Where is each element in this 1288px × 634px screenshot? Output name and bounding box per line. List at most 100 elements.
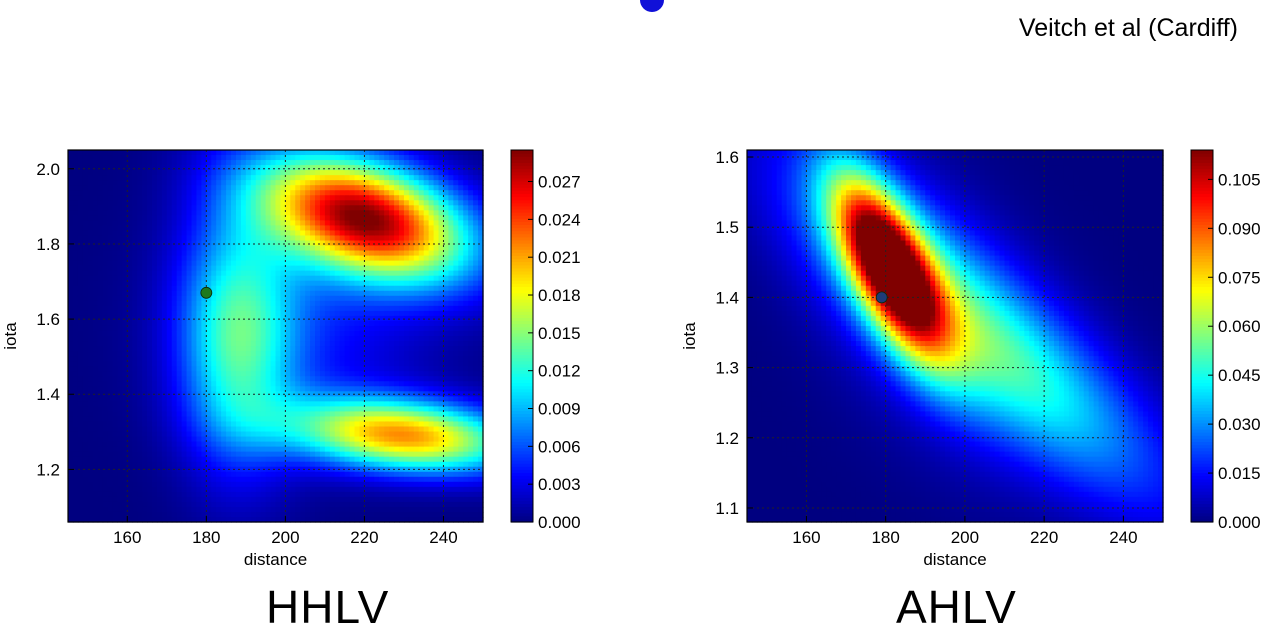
heatmap-cell xyxy=(255,285,262,292)
heatmap-cell xyxy=(181,396,188,402)
heatmap-cell xyxy=(285,235,291,242)
heatmap-cell xyxy=(369,456,375,463)
heatmap-cell xyxy=(235,511,242,518)
heatmap-cell xyxy=(107,210,114,216)
heatmap-cell xyxy=(394,466,400,473)
heatmap-cell xyxy=(151,456,158,463)
heatmap-cell xyxy=(384,466,390,473)
heatmap-cell xyxy=(250,351,257,357)
heatmap-cell xyxy=(231,406,237,413)
heatmap-cell xyxy=(196,255,202,262)
heatmap-cell xyxy=(315,431,321,438)
heatmap-cell xyxy=(295,401,301,407)
heatmap-cell xyxy=(319,190,326,196)
heatmap-cell xyxy=(334,155,341,161)
heatmap-cell xyxy=(216,325,222,332)
heatmap-cell xyxy=(107,421,114,428)
heatmap-cell xyxy=(137,336,143,342)
heatmap-cell xyxy=(122,451,128,458)
heatmap-cell xyxy=(329,426,336,433)
heatmap-cell xyxy=(166,401,173,407)
heatmap-cell xyxy=(72,320,79,327)
heatmap-cell xyxy=(260,516,267,523)
heatmap-cell xyxy=(186,150,193,156)
heatmap-cell xyxy=(354,290,361,297)
heatmap-cell xyxy=(270,260,277,267)
heatmap-cell xyxy=(97,330,104,337)
heatmap-cell xyxy=(68,210,74,216)
heatmap-cell xyxy=(235,376,242,382)
heatmap-cell xyxy=(389,491,395,498)
heatmap-cell xyxy=(349,300,356,307)
heatmap-cell xyxy=(394,270,400,277)
heatmap-cell xyxy=(300,476,306,483)
heatmap-cell xyxy=(72,150,79,156)
heatmap-cell xyxy=(265,431,272,438)
heatmap-cell xyxy=(270,461,277,468)
heatmap-cell xyxy=(265,461,272,468)
heatmap-cell xyxy=(270,275,277,282)
heatmap-cell xyxy=(265,175,272,181)
heatmap-cell xyxy=(171,305,178,312)
heatmap-cell xyxy=(117,476,123,483)
heatmap-cell xyxy=(87,275,94,282)
heatmap-cell xyxy=(142,351,148,357)
heatmap-cell xyxy=(226,411,232,418)
heatmap-cell xyxy=(82,361,89,367)
heatmap-cell xyxy=(201,295,207,302)
heatmap-cell xyxy=(285,516,291,523)
heatmap-cell xyxy=(344,396,351,402)
heatmap-cell xyxy=(310,476,316,483)
heatmap-cell xyxy=(270,290,277,297)
heatmap-cell xyxy=(255,325,262,332)
heatmap-cell xyxy=(226,180,232,186)
heatmap-cell xyxy=(315,195,321,201)
heatmap-cell xyxy=(171,396,178,402)
heatmap-cell xyxy=(211,305,217,312)
heatmap-cell xyxy=(191,215,198,221)
heatmap-cell xyxy=(92,446,99,453)
heatmap-cell xyxy=(344,175,351,181)
heatmap-cell xyxy=(354,431,361,438)
heatmap-cell xyxy=(151,325,158,332)
heatmap-cell xyxy=(270,361,277,367)
heatmap-cell xyxy=(300,210,306,216)
heatmap-cell xyxy=(231,150,237,156)
heatmap-cell xyxy=(319,356,326,362)
heatmap-cell xyxy=(186,260,193,267)
heatmap-cell xyxy=(68,446,74,453)
heatmap-cell xyxy=(196,320,202,327)
heatmap-cell xyxy=(127,491,133,498)
heatmap-cell xyxy=(147,506,153,513)
heatmap-cell xyxy=(221,361,227,367)
heatmap-cell xyxy=(275,421,282,428)
heatmap-cell xyxy=(156,486,163,493)
heatmap-cell xyxy=(389,235,395,242)
heatmap-cell xyxy=(112,471,118,478)
heatmap-cell xyxy=(250,170,257,176)
heatmap-cell xyxy=(137,210,143,216)
heatmap-cell xyxy=(221,396,227,402)
heatmap-cell xyxy=(280,175,286,181)
heatmap-cell xyxy=(369,250,375,257)
heatmap-cell xyxy=(221,195,227,201)
heatmap-cell xyxy=(245,356,252,362)
heatmap-cell xyxy=(339,406,346,413)
heatmap-cell xyxy=(92,225,99,232)
heatmap-cell xyxy=(82,351,89,357)
heatmap-cell xyxy=(235,471,242,478)
heatmap-cell xyxy=(211,346,217,352)
heatmap-cell xyxy=(260,215,267,221)
heatmap-cell xyxy=(280,341,286,347)
heatmap-cell xyxy=(216,290,222,297)
heatmap-cell xyxy=(171,386,178,392)
heatmap-cell xyxy=(97,426,104,433)
heatmap-cell xyxy=(132,516,138,523)
heatmap-cell xyxy=(334,190,341,196)
heatmap-cell xyxy=(379,341,385,347)
heatmap-cell xyxy=(305,456,311,463)
heatmap-cell xyxy=(315,160,321,166)
heatmap-cell xyxy=(72,426,79,433)
heatmap-cell xyxy=(171,346,178,352)
heatmap-cell xyxy=(137,310,143,317)
